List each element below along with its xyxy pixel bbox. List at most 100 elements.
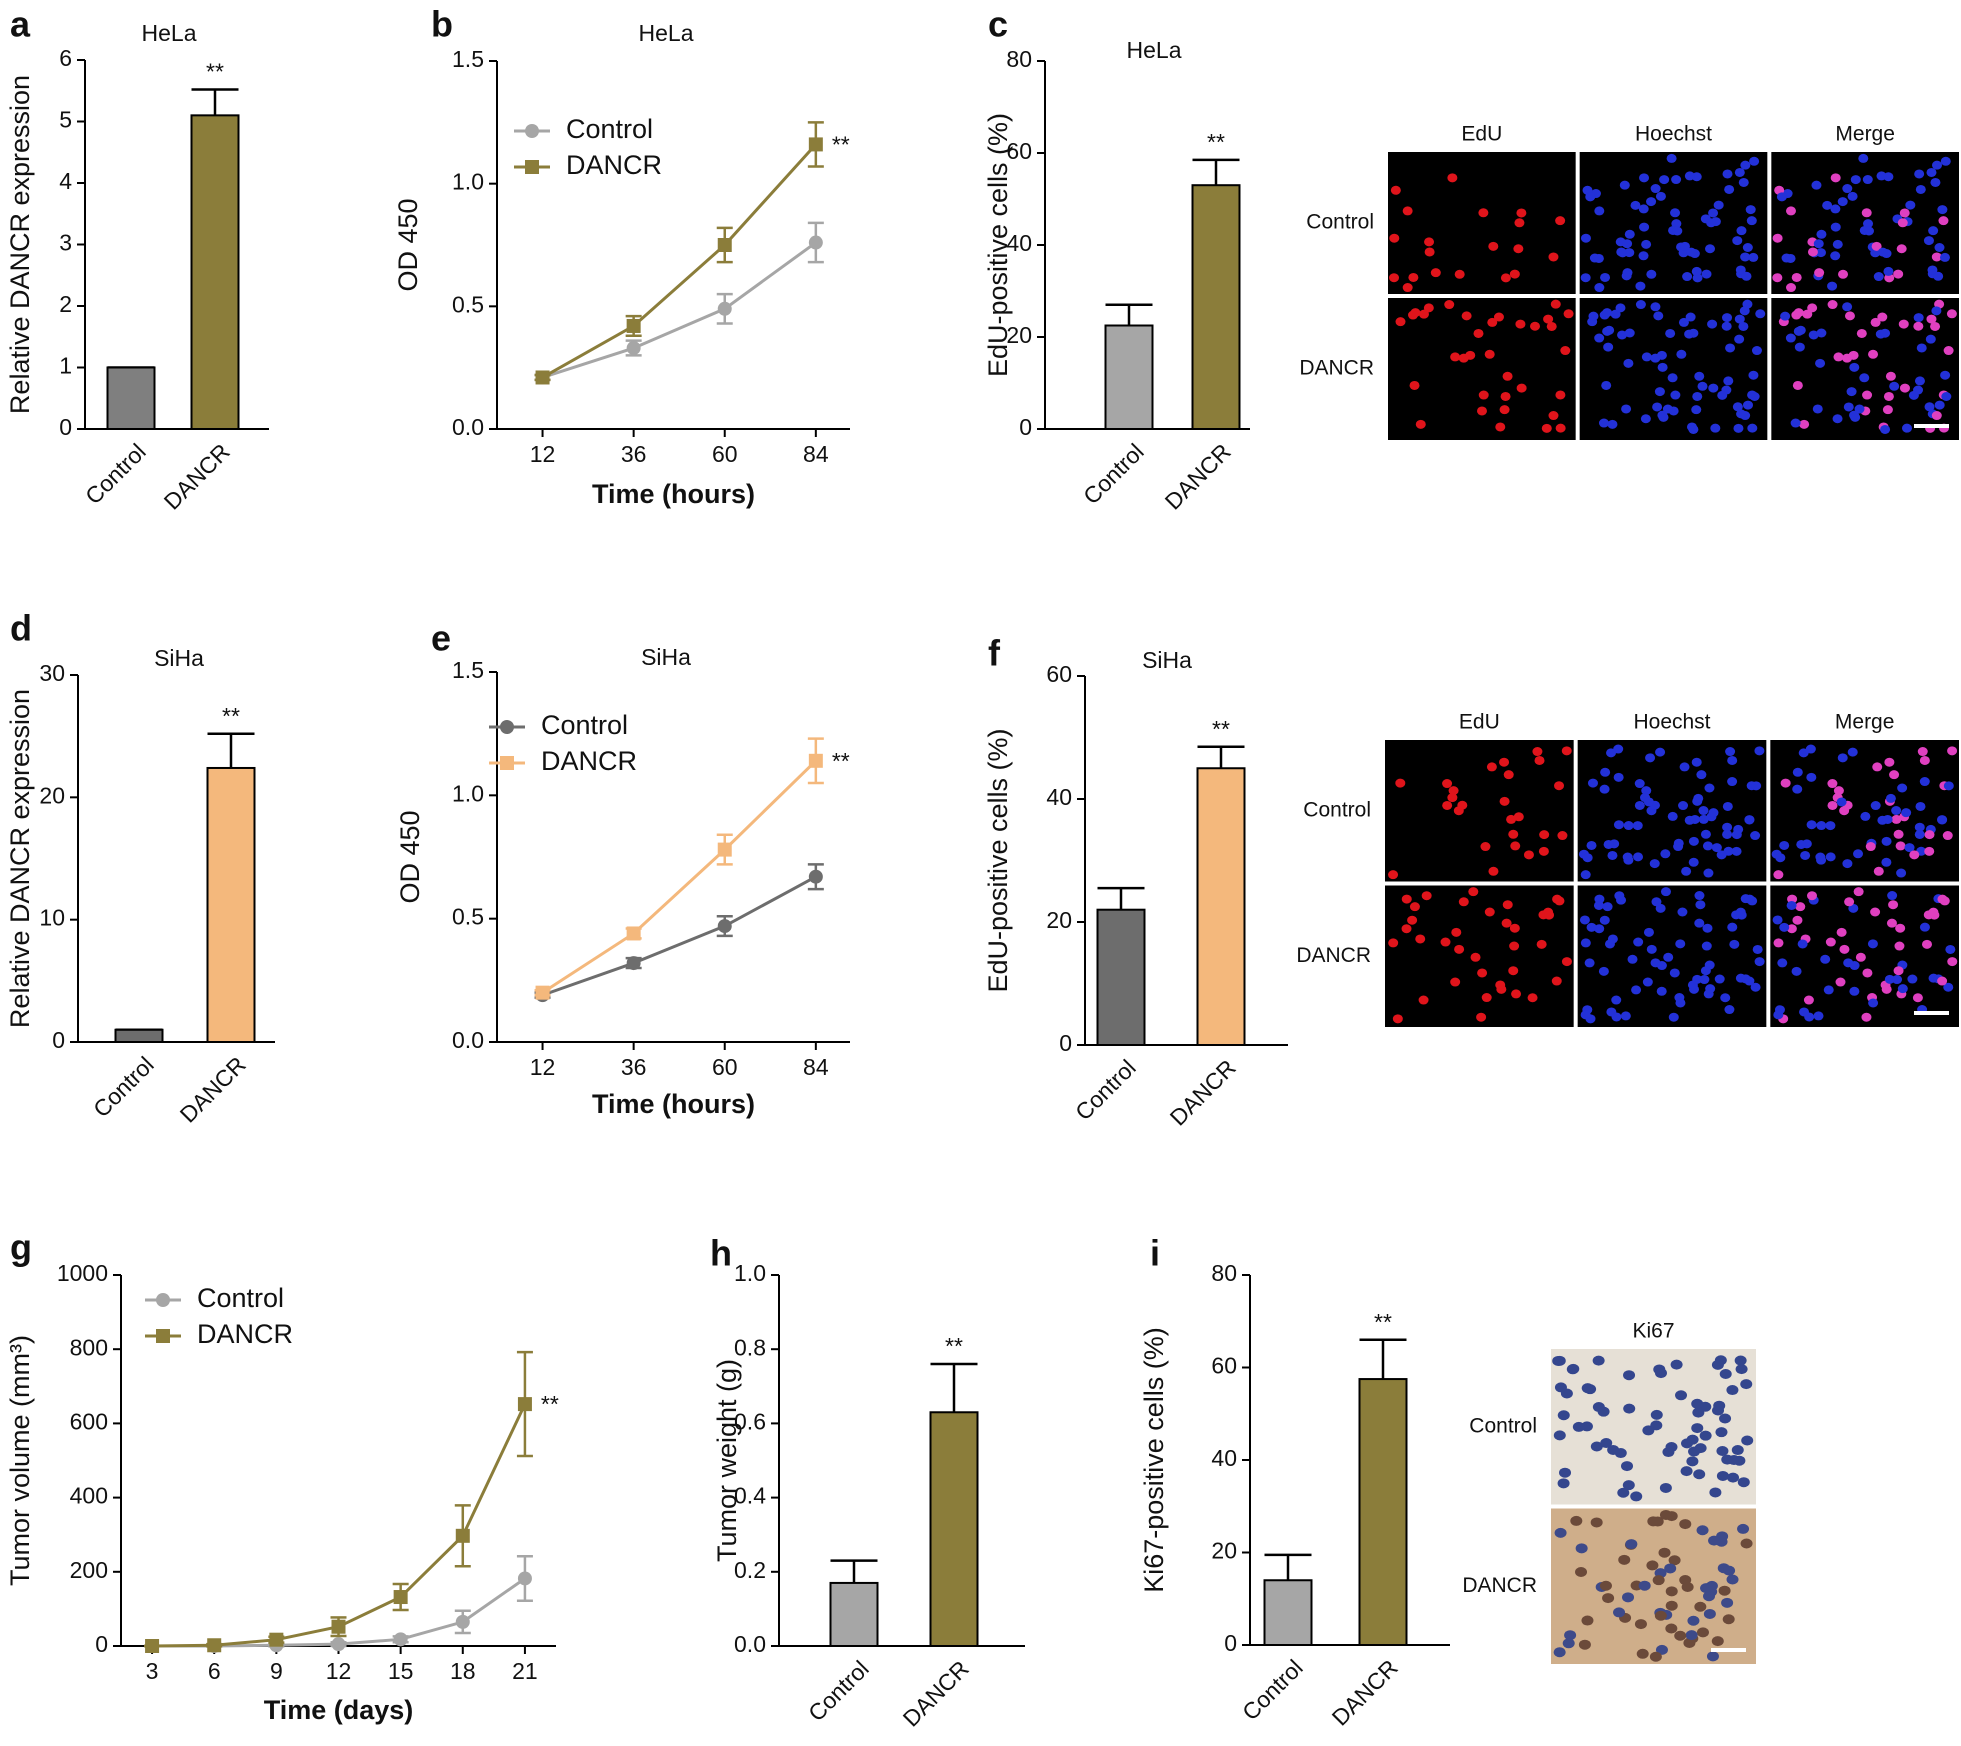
nucleus [1799, 419, 1810, 429]
nucleus [1827, 800, 1838, 810]
nucleus [1408, 272, 1419, 282]
nucleus [1689, 814, 1700, 824]
nucleus [1825, 937, 1836, 947]
point [626, 341, 641, 356]
nucleus [1624, 229, 1635, 239]
panel-letter: c [988, 4, 1008, 45]
nucleus [1530, 321, 1541, 331]
nucleus [1623, 821, 1634, 831]
y-tick-label: 0.6 [734, 1408, 766, 1434]
nucleus [1487, 317, 1498, 327]
nucleus [1786, 900, 1797, 910]
legend-label: DANCR [541, 746, 637, 776]
point [626, 926, 641, 941]
legend-label: Control [566, 114, 653, 144]
y-tick-label: 20 [1006, 322, 1032, 348]
image-cell [1770, 740, 1959, 882]
panel-letter: b [431, 4, 453, 45]
significance: ** [832, 131, 850, 157]
nucleus [1776, 192, 1787, 202]
nucleus [1723, 1565, 1736, 1576]
nucleus [1415, 419, 1426, 429]
nucleus [1696, 770, 1707, 780]
nucleus [1688, 424, 1699, 434]
nucleus [1731, 830, 1742, 840]
significance: ** [222, 703, 240, 729]
nucleus [1555, 390, 1566, 400]
nucleus [1739, 306, 1750, 316]
point [717, 238, 732, 252]
nucleus [1736, 226, 1747, 236]
nucleus [1555, 216, 1566, 226]
nucleus [1395, 317, 1406, 327]
nucleus [1616, 247, 1627, 257]
nucleus [1740, 160, 1751, 170]
image-column-label: Merge [1835, 123, 1895, 146]
nucleus [1473, 328, 1484, 338]
nucleus [1862, 390, 1873, 400]
nucleus [1580, 938, 1591, 948]
nucleus [1508, 966, 1519, 976]
bar [1358, 1378, 1408, 1646]
nucleus [1716, 1470, 1729, 1481]
nucleus [1720, 993, 1731, 1003]
nucleus [1580, 273, 1591, 283]
nucleus [1727, 777, 1738, 787]
point [717, 919, 732, 934]
nucleus [1677, 907, 1688, 917]
nucleus [1854, 404, 1865, 414]
nucleus [1670, 390, 1681, 400]
nucleus [1665, 1586, 1678, 1597]
y-tick-label: 1000 [57, 1260, 108, 1286]
nucleus [1908, 390, 1919, 400]
nucleus [1643, 797, 1654, 807]
nucleus [1688, 1446, 1701, 1457]
nucleus [1652, 402, 1663, 412]
nucleus [1681, 866, 1692, 876]
nucleus [1696, 1525, 1709, 1536]
nucleus [1691, 1423, 1704, 1434]
nucleus [1859, 373, 1870, 383]
bar [1104, 324, 1154, 430]
nucleus [1863, 219, 1874, 229]
nucleus [1772, 915, 1783, 925]
nucleus [1630, 200, 1641, 210]
nucleus [1686, 247, 1697, 257]
panel-letter: f [988, 633, 1001, 674]
nucleus [1488, 241, 1499, 251]
nucleus [1734, 1355, 1747, 1366]
y-tick-label: 600 [70, 1408, 108, 1434]
nucleus [1478, 390, 1489, 400]
nucleus [1575, 1566, 1588, 1577]
point [331, 1637, 346, 1652]
nucleus [1884, 974, 1895, 984]
x-tick-label: 12 [530, 1054, 556, 1080]
nucleus [1722, 801, 1733, 811]
nucleus [1842, 859, 1853, 869]
nucleus [1719, 1369, 1732, 1380]
nucleus [1660, 849, 1671, 859]
nucleus [1646, 944, 1657, 954]
nucleus [1701, 269, 1712, 279]
series-line [541, 143, 817, 379]
nucleus [1822, 200, 1833, 210]
nucleus [1392, 1014, 1403, 1024]
nucleus [1696, 1627, 1709, 1638]
nucleus [1786, 924, 1797, 934]
nucleus [1509, 923, 1520, 933]
nucleus [1744, 976, 1755, 986]
nucleus [1642, 1425, 1655, 1436]
nucleus [1499, 796, 1510, 806]
nucleus [1795, 902, 1806, 912]
legend-label: Control [197, 1283, 284, 1313]
panel-letter: a [10, 4, 31, 45]
nucleus [1470, 952, 1481, 962]
nucleus [1749, 156, 1760, 166]
nucleus [1796, 839, 1807, 849]
image-cell [1385, 740, 1574, 882]
nucleus [1694, 371, 1705, 381]
nucleus [1642, 977, 1653, 987]
nucleus [1839, 944, 1850, 954]
y-tick-label: 5 [59, 107, 72, 133]
nucleus [1665, 1511, 1678, 1522]
